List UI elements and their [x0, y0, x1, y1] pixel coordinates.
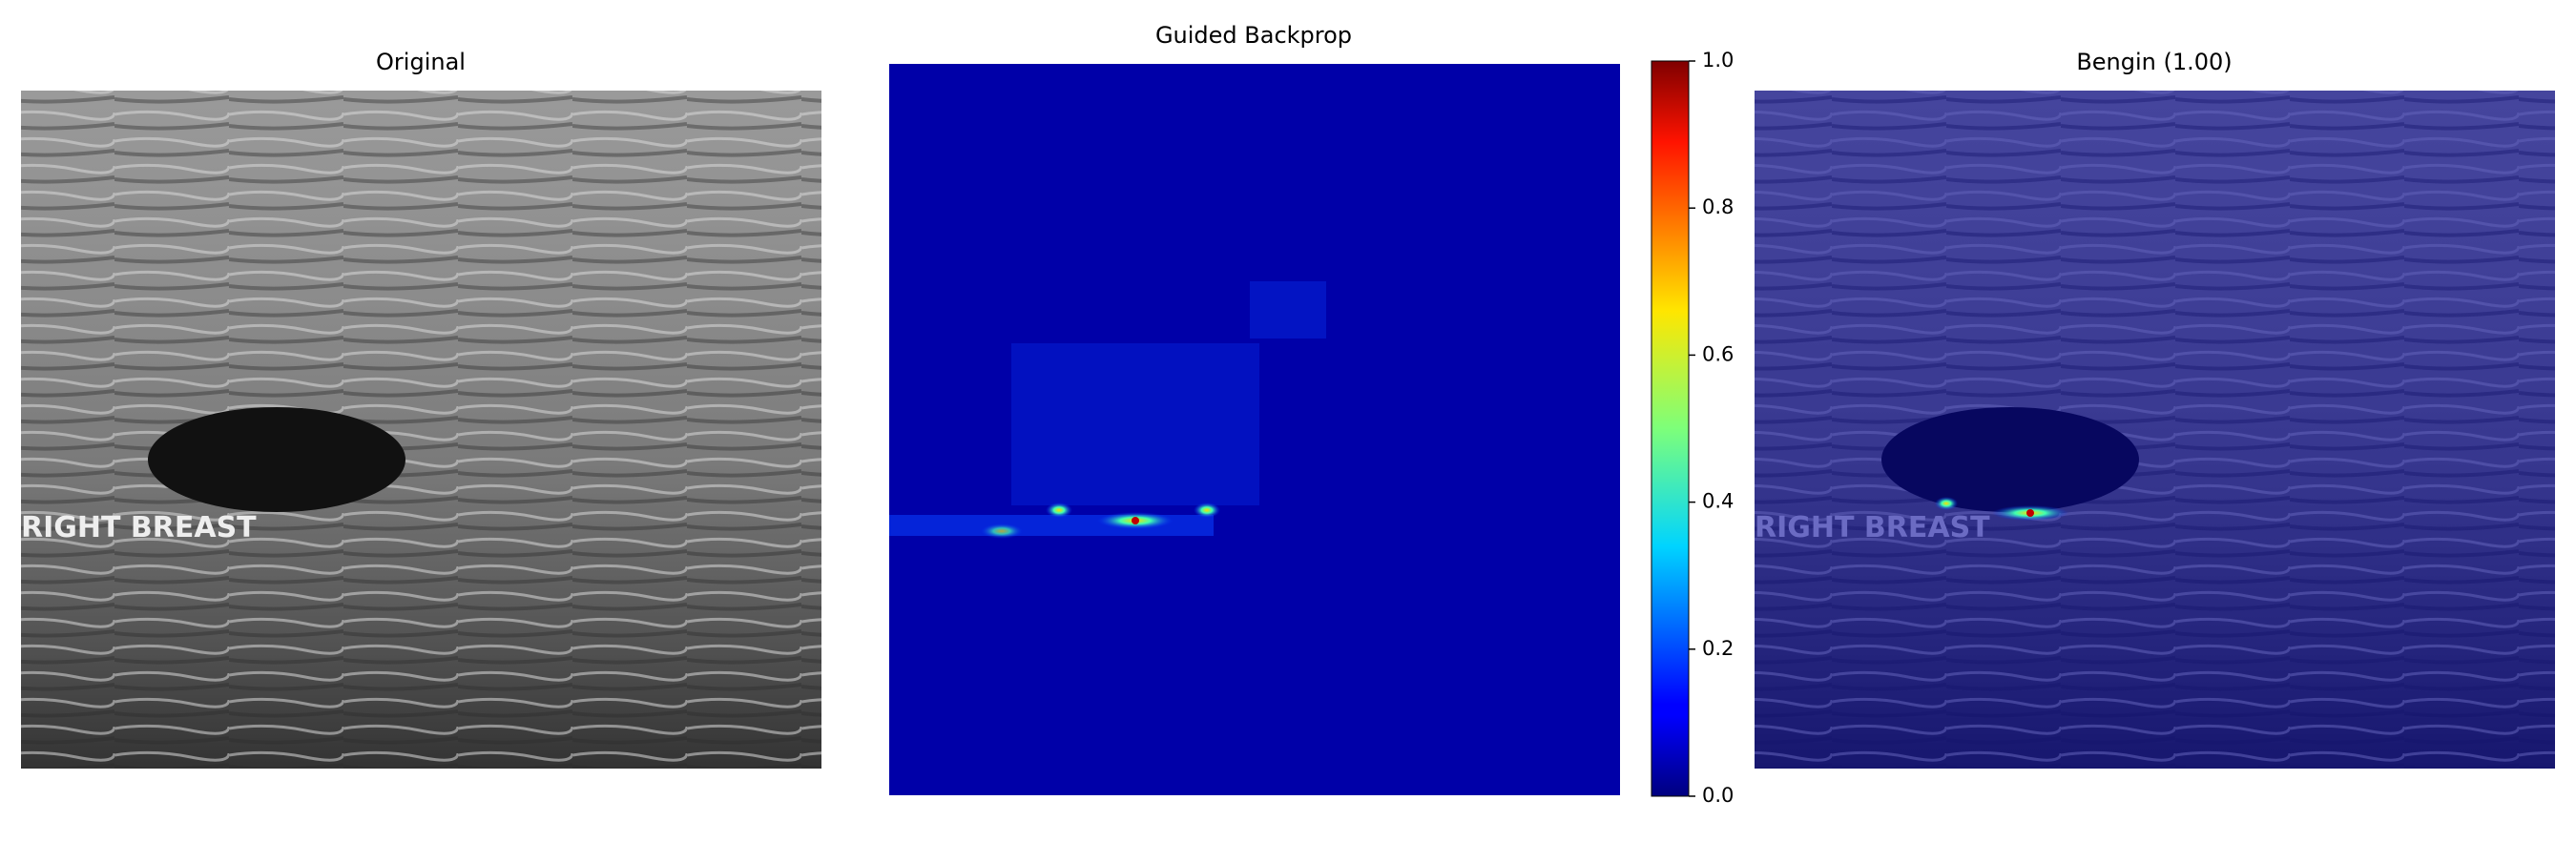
overlay-image: RIGHT BREAST [1755, 91, 2555, 769]
heatmap-image [889, 64, 1620, 795]
colorbar-tick-label: 0.0 [1702, 784, 1734, 807]
panel-title: Guided Backprop [1155, 22, 1352, 49]
colorbar [1651, 60, 1690, 797]
panel-title: Original [376, 49, 466, 75]
panel-title: Bengin (1.00) [2076, 49, 2232, 75]
colorbar-tick-label: 0.4 [1702, 490, 1734, 513]
colorbar-tick-label: 0.6 [1702, 342, 1734, 365]
ultrasound-image: RIGHT BREAST [21, 91, 821, 769]
colorbar-tick-label: 0.8 [1702, 195, 1734, 218]
colorbar-axis: 0.0 0.2 0.4 0.6 0.8 1.0 [1689, 49, 1734, 807]
colorbar-tick-label: 1.0 [1702, 49, 1734, 72]
image-text: RIGHT BREAST [21, 511, 257, 544]
colorbar-tick-label: 0.2 [1702, 637, 1734, 660]
